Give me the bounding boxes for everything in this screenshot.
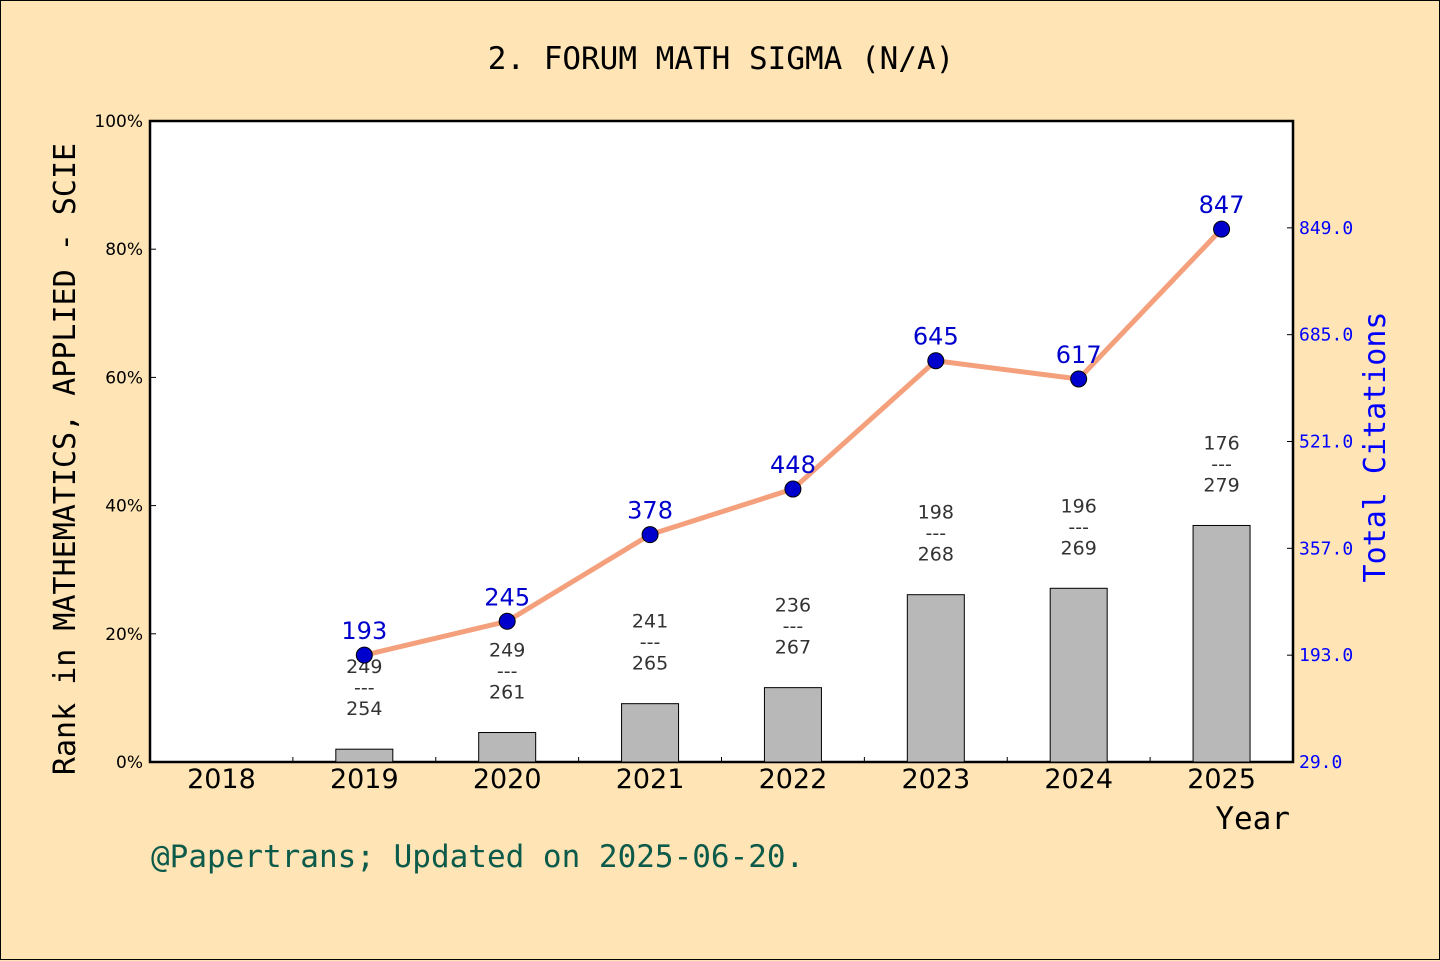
x-tick-label-2025: 2025 <box>1187 764 1256 795</box>
bar-labels-group: 249---254249---261241---265236---267198-… <box>346 432 1240 720</box>
citation-value-2025: 847 <box>1199 191 1245 219</box>
bar-label-rank-2021: 241 <box>632 611 668 633</box>
citation-point-2025 <box>1213 220 1231 238</box>
line-group: 193 245 378 448 645 617 847 <box>341 191 1245 664</box>
citation-point-2024 <box>1070 370 1088 388</box>
y-right-tick-label-4: 685.0 <box>1299 325 1353 346</box>
bar-label-rank-2024: 196 <box>1061 495 1097 517</box>
citation-value-2019: 193 <box>341 617 387 645</box>
bar-2019 <box>335 748 394 763</box>
bar-label-rank-2019: 249 <box>346 656 382 678</box>
y-axis-right: 29.0 193.0 357.0 521.0 685.0 849.0 <box>1287 218 1353 773</box>
bar-2021 <box>621 703 680 763</box>
y-left-tick-label-1: 20% <box>105 625 143 645</box>
bar-2023 <box>906 594 965 763</box>
bar-label-total-2021: 265 <box>632 653 668 675</box>
bar-label-total-2022: 267 <box>775 637 811 659</box>
bar-label-rank-2023: 198 <box>918 502 954 524</box>
y-left-tick-label-4: 80% <box>105 240 143 260</box>
citation-point-2022 <box>784 480 802 498</box>
citation-value-2023: 645 <box>913 323 959 351</box>
y-left-tick-label-2: 40% <box>105 497 143 517</box>
citation-value-2022: 448 <box>770 451 816 479</box>
bar-2022 <box>763 687 822 763</box>
y-left-tick-label-3: 60% <box>105 368 143 388</box>
bar-label-sep-2019: --- <box>354 677 375 699</box>
y-right-tick-label-0: 29.0 <box>1299 752 1342 773</box>
chart-title: 2. FORUM MATH SIGMA (N/A) <box>488 41 955 77</box>
y-axis-left: 0% 20% 40% 60% 80% 100% <box>94 112 156 773</box>
bar-label-rank-2022: 236 <box>775 595 811 617</box>
bar-label-sep-2022: --- <box>783 616 804 638</box>
x-tick-label-2024: 2024 <box>1044 764 1113 795</box>
x-tick-label-2021: 2021 <box>616 764 685 795</box>
bar-label-rank-2025: 176 <box>1203 432 1239 454</box>
bars-group <box>335 524 1251 763</box>
y-right-tick-label-5: 849.0 <box>1299 218 1353 239</box>
bar-label-sep-2024: --- <box>1068 516 1089 538</box>
y-right-tick-label-3: 521.0 <box>1299 432 1353 453</box>
bar-label-total-2025: 279 <box>1203 474 1239 496</box>
x-axis-label: Year <box>1215 801 1290 837</box>
citation-value-2021: 378 <box>627 497 673 525</box>
x-axis: 2018 2019 2020 2021 2022 2023 2024 2025 <box>187 757 1256 795</box>
y-right-tick-label-2: 357.0 <box>1299 538 1353 559</box>
citation-point-2019 <box>355 646 373 664</box>
x-tick-label-2022: 2022 <box>759 764 828 795</box>
plot-area <box>148 119 1295 764</box>
bar-label-sep-2025: --- <box>1211 453 1232 475</box>
bar-2020 <box>478 732 537 763</box>
bar-label-rank-2020: 249 <box>489 640 525 662</box>
footer-credit: @Papertrans; Updated on 2025-06-20. <box>151 839 804 875</box>
x-tick-label-2020: 2020 <box>473 764 542 795</box>
citation-value-2024: 617 <box>1056 341 1102 369</box>
bar-label-sep-2023: --- <box>926 523 947 545</box>
y-left-tick-label-0: 0% <box>116 753 143 773</box>
y-axis-right-label: Total Citations <box>1358 312 1393 583</box>
bar-label-total-2019: 254 <box>346 698 382 720</box>
y-left-tick-label-5: 100% <box>94 112 143 132</box>
bar-label-total-2024: 269 <box>1061 537 1097 559</box>
citation-point-2020 <box>498 612 516 630</box>
x-tick-label-2018: 2018 <box>187 764 256 795</box>
citation-point-2023 <box>927 352 945 370</box>
x-tick-label-2019: 2019 <box>330 764 399 795</box>
bar-2025 <box>1192 524 1251 763</box>
bar-label-total-2023: 268 <box>918 544 954 566</box>
y-axis-left-label: Rank in MATHEMATICS, APPLIED - SCIE <box>48 143 83 775</box>
citation-value-2020: 245 <box>484 583 530 611</box>
x-tick-label-2023: 2023 <box>901 764 970 795</box>
bar-2024 <box>1049 587 1108 763</box>
bar-label-sep-2020: --- <box>497 661 518 683</box>
citation-point-2021 <box>641 526 659 544</box>
bar-label-sep-2021: --- <box>640 632 661 654</box>
y-right-tick-label-1: 193.0 <box>1299 645 1353 666</box>
bar-label-total-2020: 261 <box>489 682 525 704</box>
